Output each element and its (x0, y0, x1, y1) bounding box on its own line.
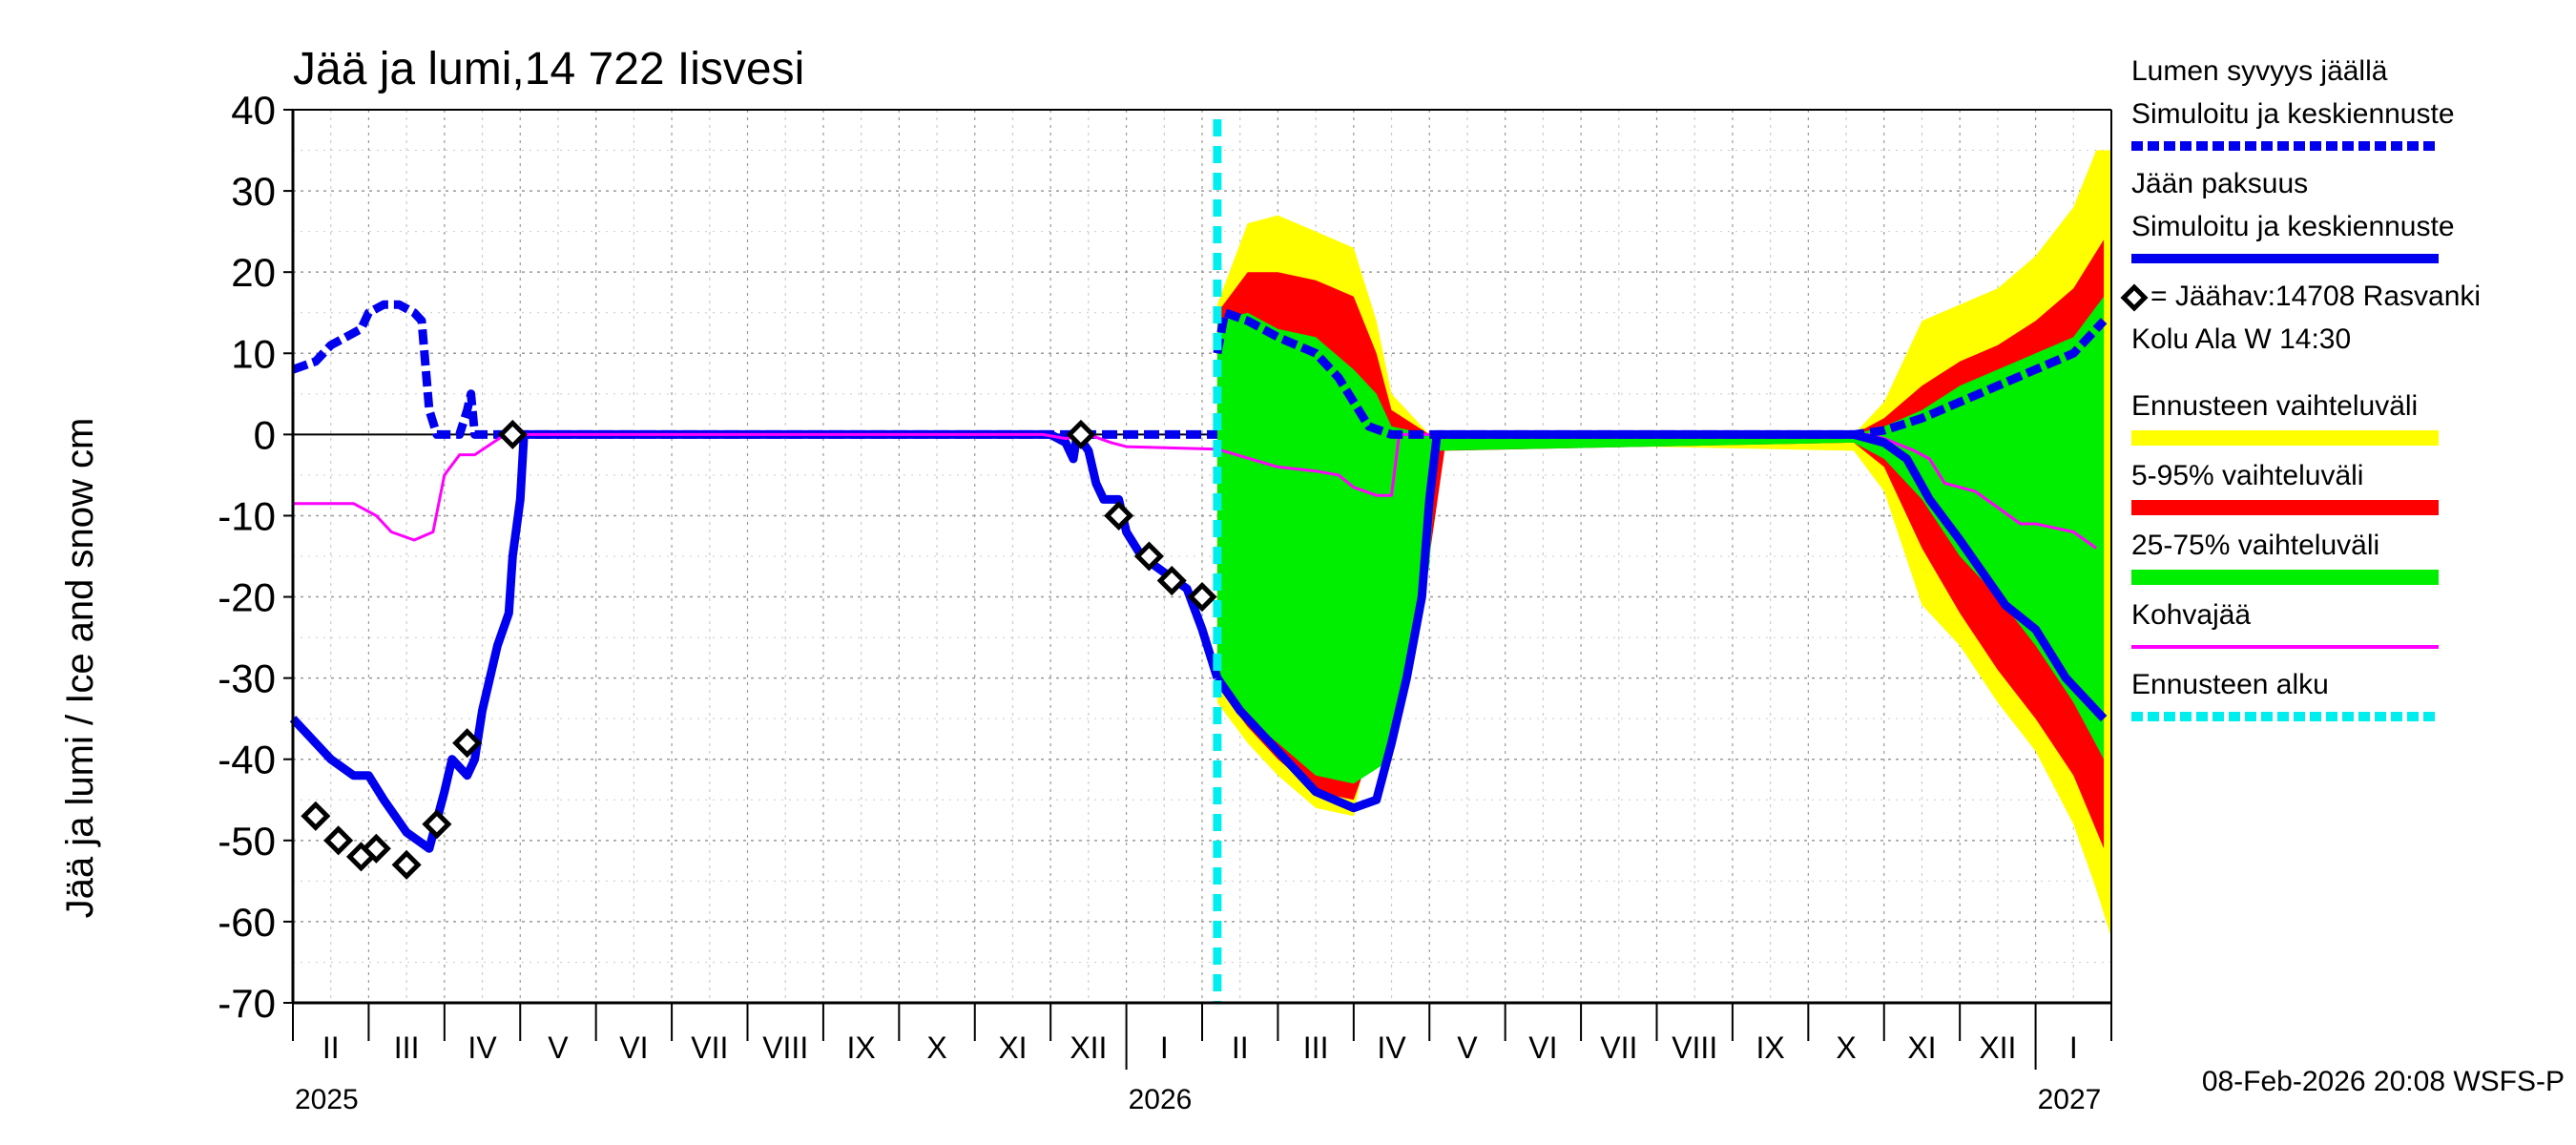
observation-marker (497, 419, 528, 449)
observation-markers (301, 419, 1217, 880)
y-tick-label: 10 (231, 331, 276, 376)
legend-swatch (2131, 570, 2439, 585)
y-tick-label: -40 (218, 738, 276, 782)
y-axis-label: Jää ja lumi / Ice and snow cm (59, 418, 101, 919)
legend-text: Ennusteen alku (2131, 669, 2329, 700)
grid (292, 109, 2112, 1004)
legend: Lumen syvyys jäällä Simuloitu ja keskienn… (2120, 55, 2481, 721)
month-label: I (1160, 1030, 1169, 1065)
observation-marker (391, 849, 422, 880)
month-label: XI (998, 1030, 1027, 1065)
month-label: VIII (762, 1030, 808, 1065)
observation-marker (1133, 541, 1164, 572)
y-tick-label: -20 (218, 575, 276, 620)
month-label: XII (1070, 1030, 1107, 1065)
observation-marker (1187, 582, 1217, 613)
month-label: II (322, 1030, 340, 1065)
year-label: 2026 (1129, 1084, 1193, 1115)
chart-title: Jää ja lumi,14 722 Iisvesi (293, 44, 804, 94)
month-label: X (1836, 1030, 1856, 1065)
month-label: XII (1979, 1030, 2016, 1065)
observation-marker (452, 728, 483, 759)
forecast-bands (1216, 150, 2111, 938)
month-label: V (548, 1030, 569, 1065)
legend-text: Kohvajää (2131, 599, 2251, 631)
month-label: VII (1600, 1030, 1637, 1065)
y-tick-label: -30 (218, 656, 276, 701)
legend-text: 25-75% vaihteluväli (2131, 530, 2379, 561)
legend-text: = Jäähav:14708 Rasvanki (2150, 281, 2481, 312)
month-label: VI (619, 1030, 648, 1065)
legend-diamond (2120, 283, 2149, 312)
month-label: V (1457, 1030, 1478, 1065)
year-label: 2027 (2038, 1084, 2102, 1115)
y-tick-label: 30 (231, 169, 276, 214)
month-label: IV (467, 1030, 497, 1065)
month-label: IV (1377, 1030, 1406, 1065)
series-line (291, 300, 1217, 439)
observation-marker (1156, 565, 1187, 596)
legend-text: Simuloitu ja keskiennuste (2131, 98, 2455, 130)
month-label: VI (1528, 1030, 1557, 1065)
month-label: X (926, 1030, 946, 1065)
series-line (289, 429, 1222, 853)
y-tick-label: 0 (254, 412, 276, 457)
month-label: VIII (1672, 1030, 1717, 1065)
timestamp: 08-Feb-2026 20:08 WSFS-P (2202, 1066, 2565, 1097)
observation-marker (323, 825, 354, 856)
series-line (1214, 429, 2108, 813)
month-label: III (1303, 1030, 1329, 1065)
month-label: I (2069, 1030, 2078, 1065)
year-label: 2025 (295, 1084, 359, 1115)
series-line (293, 432, 2097, 550)
month-label: III (394, 1030, 420, 1065)
y-tick-label: -10 (218, 493, 276, 538)
y-tick-label: -50 (218, 819, 276, 864)
legend-text: Jään paksuus (2131, 168, 2308, 199)
legend-text: Simuloitu ja keskiennuste (2131, 211, 2455, 242)
legend-swatch (2131, 500, 2439, 515)
month-label: II (1232, 1030, 1249, 1065)
observation-marker (1066, 419, 1096, 449)
month-label: VII (691, 1030, 728, 1065)
legend-text: 5-95% vaihteluväli (2131, 460, 2363, 491)
legend-text: Ennusteen vaihteluväli (2131, 390, 2418, 422)
observation-marker (361, 833, 391, 864)
y-tick-label: 40 (231, 88, 276, 133)
month-label: XI (1907, 1030, 1936, 1065)
observation-marker (1104, 500, 1134, 531)
observation-marker (422, 809, 452, 840)
month-label: IX (1756, 1030, 1785, 1065)
legend-text: Kolu Ala W 14:30 (2131, 323, 2351, 355)
series-lines (289, 119, 2108, 1003)
legend-swatch (2131, 430, 2439, 446)
y-tick-label: 20 (231, 250, 276, 295)
legend-text: Lumen syvyys jäällä (2131, 55, 2388, 87)
y-tick-label: -70 (218, 981, 276, 1026)
series-line (1213, 308, 2108, 439)
observation-marker (301, 801, 331, 831)
y-tick-label: -60 (218, 900, 276, 945)
month-label: IX (847, 1030, 876, 1065)
